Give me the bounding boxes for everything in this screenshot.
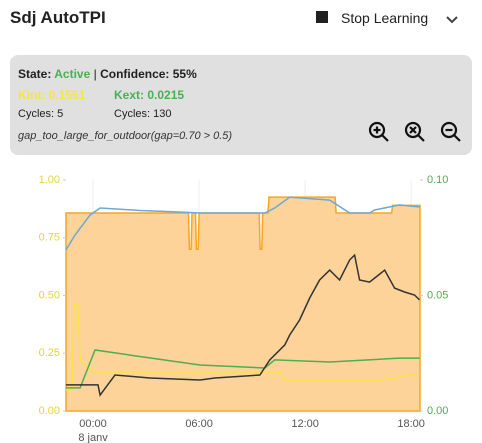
card-title: Sdj AutoTPI <box>10 8 106 27</box>
x-tick-label: 18:00 <box>397 418 425 430</box>
zoom-controls <box>368 121 461 142</box>
cycles-ext: Cycles: 130 <box>114 108 172 120</box>
line <box>66 349 420 389</box>
state-value: Active <box>54 67 91 81</box>
line <box>65 196 420 251</box>
y2-tick-label: 0.00 <box>427 405 448 417</box>
zoom-reset[interactable] <box>404 121 425 142</box>
area <box>65 196 421 412</box>
kext: Kext: 0.0215 <box>114 88 185 102</box>
y-tick-label: 0.50 <box>39 289 60 301</box>
cycles-int: Cycles: 5 <box>18 108 64 120</box>
stop-icon[interactable] <box>316 11 328 23</box>
y-tick-label: 1.00 <box>39 174 60 186</box>
status-panel <box>10 55 472 155</box>
chart: 00:00 06:00 12:00 18:00 8 janv 0.00 0.25 0.50 0.… <box>39 174 449 443</box>
x-tick-label: 12:00 <box>291 418 319 430</box>
kint: Kint: 0.1551 <box>18 88 86 102</box>
x-tick-label: 06:00 <box>185 418 213 430</box>
state-line: State: Active | Confidence: 55% <box>18 67 197 81</box>
state-label: State: <box>18 67 52 81</box>
zoom-in[interactable] <box>368 121 389 142</box>
y-tick-label: 0.25 <box>39 347 60 359</box>
y-tick-label: 0.00 <box>39 405 60 417</box>
y-tick-label: 0.75 <box>39 232 60 244</box>
confidence: Confidence: 55% <box>100 67 197 81</box>
stop-learning-button[interactable]: Stop Learning <box>341 10 429 26</box>
line <box>66 253 421 397</box>
y2-tick-label: 0.05 <box>427 289 448 301</box>
separator: | <box>93 67 97 81</box>
line <box>66 304 420 391</box>
expand-chevron[interactable] <box>444 14 460 26</box>
y2-tick-label: 0.10 <box>427 174 448 186</box>
x-tick-label: 00:00 <box>79 418 107 430</box>
status-message: gap_too_large_for_outdoor(gap=0.70 > 0.5… <box>18 130 233 142</box>
zoom-out[interactable] <box>440 121 461 142</box>
x-date-label: 8 janv <box>78 432 108 443</box>
